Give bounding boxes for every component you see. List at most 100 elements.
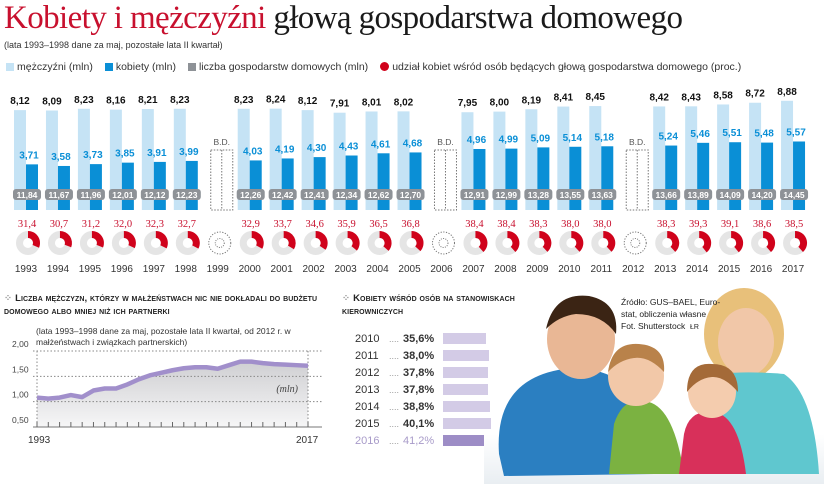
boy-shirt	[609, 400, 684, 474]
households-badge	[108, 189, 137, 200]
year-column-2003: 2003 7,91 4,43 12,34 35,9	[330, 99, 361, 275]
year-column-2000: 2000 8,23 4,03 12,26 32,9	[234, 95, 265, 275]
women-value: 4,96	[467, 135, 487, 146]
households-value: 14,45	[783, 190, 805, 200]
year-column-1996: 1996 8,16 3,85 12,01 32,0	[106, 96, 137, 275]
men-bar	[301, 110, 314, 210]
share-donut-arc	[475, 231, 488, 252]
women-value: 4,30	[307, 143, 327, 154]
percent-bar	[443, 401, 490, 412]
men-value: 8,12	[10, 96, 30, 107]
share-value: 36,5	[369, 219, 387, 230]
men-bar	[397, 111, 410, 210]
women-bar	[377, 153, 390, 210]
households-badge	[492, 189, 521, 200]
households-badge	[236, 189, 265, 200]
share-donut-arc	[251, 231, 264, 249]
households-badge	[524, 189, 553, 200]
share-donut-arc	[507, 231, 520, 252]
legend-label: mężczyźni (mln)	[17, 61, 93, 73]
women-value: 5,51	[722, 128, 742, 139]
year-column-2014: 2014 8,43 5,46 13,89 39,3	[681, 92, 713, 275]
legend-label: kobiety (mln)	[115, 61, 176, 73]
title-highlight: Kobiety i mężczyźni	[4, 0, 266, 36]
households-badge	[364, 189, 393, 200]
year-column-1997: 1997 8,21 3,91 12,12 32,3	[138, 95, 169, 275]
men-bar	[77, 108, 90, 210]
share-value: 31,4	[18, 219, 37, 230]
year-column-2012: 2012 B.D.	[622, 137, 649, 275]
share-donut-arc	[539, 231, 552, 252]
year-column-2006: 2006 B.D.	[430, 137, 457, 275]
legend-swatch-women	[104, 63, 113, 71]
share-value: 32,0	[114, 219, 132, 230]
percent-bar	[443, 418, 492, 429]
households-badge	[748, 189, 777, 200]
men-bar	[717, 104, 730, 210]
percent-value: 41,2%	[403, 434, 435, 447]
year-column-2013: 2013 8,42 5,24 13,66 38,3	[649, 92, 681, 275]
share-value: 33,7	[273, 219, 291, 230]
leader-dots: ....	[389, 367, 400, 378]
year-column-2017: 2017 8,88 5,57 14,45 38,5	[777, 87, 809, 275]
year-column-2007: 2007 7,95 4,96 12,91 38,4	[458, 98, 489, 275]
girl-shirt	[679, 411, 746, 474]
percent-bar	[443, 350, 489, 361]
share-value: 39,1	[721, 219, 739, 230]
year-column-2016: 2016 8,72 5,48 14,20 38,6	[745, 89, 777, 275]
share-value: 31,2	[82, 219, 100, 230]
year-label: 2016	[355, 434, 380, 447]
households-value: 13,66	[656, 190, 678, 200]
men-bar	[493, 111, 506, 210]
share-donut-arc	[603, 231, 616, 252]
no-data-donut	[208, 231, 232, 255]
no-data-donut-inner	[438, 238, 449, 248]
households-badge	[76, 189, 105, 200]
men-value: 8,45	[586, 92, 606, 103]
percent-value: 35,6%	[403, 332, 435, 345]
women-bar	[345, 155, 358, 210]
legend-swatch-men	[6, 63, 14, 71]
managers-row-2015: 2015.... 40,1%	[355, 415, 492, 432]
percent-value: 38,8%	[403, 400, 435, 413]
households-value: 11,96	[81, 190, 102, 200]
households-value: 12,62	[368, 190, 390, 200]
share-value: 38,4	[497, 219, 516, 230]
source-note: Źródło: GUS–BAEL, Euro- stat, obliczenia…	[621, 296, 720, 334]
share-donut-arc	[283, 231, 296, 250]
legend-women: kobiety (mln)	[104, 61, 176, 73]
page-title: Kobiety i mężczyźni głową gospodarstwa d…	[4, 0, 683, 37]
women-bar	[26, 164, 38, 210]
households-badge	[684, 189, 713, 200]
households-badge	[460, 189, 489, 200]
men-value: 8,88	[777, 87, 797, 98]
share-donut-arc	[315, 231, 328, 250]
percent-bar	[443, 333, 486, 344]
women-value: 5,18	[595, 132, 615, 143]
men-bar	[365, 111, 378, 210]
legend-households: liczba gospodarstw domowych (mln)	[187, 61, 368, 73]
women-bar	[57, 165, 70, 210]
men-value: 8,12	[298, 96, 318, 107]
no-data-box	[210, 149, 234, 211]
percent-bar	[443, 384, 489, 395]
year-column-1998: 1998 8,23 3,99 12,23 32,7	[170, 95, 201, 275]
share-value: 38,4	[465, 219, 484, 230]
women-bar	[281, 158, 294, 210]
man-face	[547, 299, 615, 379]
households-badge	[652, 189, 681, 200]
year-label: 2007	[462, 264, 485, 275]
share-value: 38,5	[785, 219, 803, 230]
men-bar	[269, 108, 282, 210]
year-label: 2001	[271, 264, 294, 275]
households-value: 12,41	[304, 190, 326, 200]
men-bar	[45, 110, 58, 210]
men-value: 8,58	[713, 90, 733, 101]
women-bar	[313, 157, 326, 210]
men-value: 8,41	[554, 93, 574, 104]
share-value: 35,9	[337, 219, 355, 230]
men-bar	[141, 109, 154, 210]
men-bar	[14, 110, 26, 210]
year-label: 2013	[654, 264, 677, 275]
marker-icon: ⁘	[342, 293, 351, 304]
